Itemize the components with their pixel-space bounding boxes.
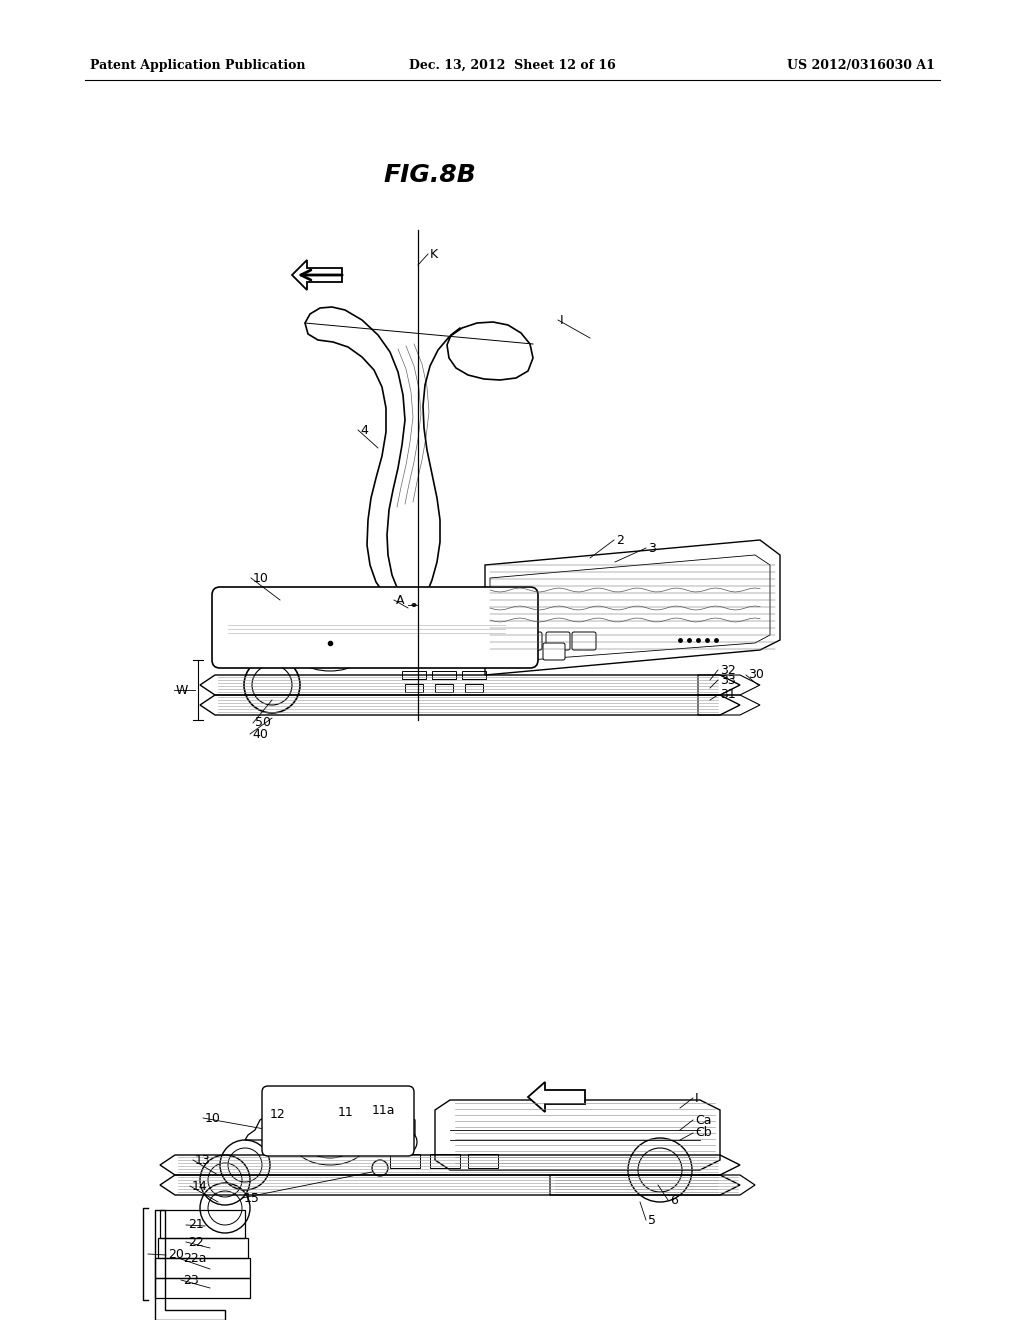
Bar	[468, 1154, 498, 1168]
Bar	[435, 684, 453, 692]
Text: 5: 5	[648, 1213, 656, 1226]
Text: I: I	[695, 1092, 698, 1105]
Text: A: A	[396, 594, 404, 606]
Bar	[160, 1210, 245, 1238]
FancyBboxPatch shape	[262, 1086, 414, 1156]
Text: I: I	[560, 314, 563, 326]
Bar	[465, 684, 483, 692]
Text: 6: 6	[670, 1193, 678, 1206]
Text: 31: 31	[720, 689, 736, 701]
Bar	[155, 1278, 250, 1298]
Text: W: W	[176, 684, 188, 697]
Text: 4: 4	[360, 424, 368, 437]
Text: 12: 12	[270, 1109, 286, 1122]
Text: Dec. 13, 2012  Sheet 12 of 16: Dec. 13, 2012 Sheet 12 of 16	[409, 58, 615, 71]
FancyBboxPatch shape	[572, 632, 596, 649]
Text: 11a: 11a	[372, 1105, 395, 1118]
Text: 15: 15	[244, 1192, 260, 1204]
Text: 33: 33	[720, 673, 736, 686]
Text: 14: 14	[193, 1180, 208, 1192]
Text: Cb: Cb	[695, 1126, 712, 1139]
Text: 3: 3	[648, 541, 656, 554]
Text: 10: 10	[253, 572, 269, 585]
Text: 50: 50	[255, 717, 271, 730]
Text: 21: 21	[188, 1218, 204, 1232]
Text: Patent Application Publication: Patent Application Publication	[90, 58, 305, 71]
Polygon shape	[528, 1082, 585, 1111]
Text: 10: 10	[205, 1111, 221, 1125]
FancyBboxPatch shape	[518, 632, 542, 649]
Bar	[462, 671, 486, 678]
Bar	[406, 684, 423, 692]
Text: FIG.8B: FIG.8B	[384, 162, 476, 187]
Bar	[402, 671, 426, 678]
FancyBboxPatch shape	[543, 643, 565, 660]
Bar	[430, 1154, 460, 1168]
Text: Ca: Ca	[695, 1114, 712, 1126]
Text: 11: 11	[338, 1106, 353, 1119]
Text: 22: 22	[188, 1236, 204, 1249]
Text: 40: 40	[252, 727, 268, 741]
Bar	[158, 1238, 248, 1258]
Text: 23: 23	[183, 1274, 199, 1287]
Bar	[390, 1154, 420, 1168]
Bar	[155, 1258, 250, 1278]
Text: 13: 13	[195, 1154, 211, 1167]
Text: US 2012/0316030 A1: US 2012/0316030 A1	[787, 58, 935, 71]
Text: 32: 32	[720, 664, 736, 676]
Bar	[432, 671, 456, 678]
FancyBboxPatch shape	[546, 632, 570, 649]
FancyBboxPatch shape	[212, 587, 538, 668]
Text: 20: 20	[168, 1249, 184, 1262]
Text: K: K	[430, 248, 438, 260]
Text: 30: 30	[748, 668, 764, 681]
Text: 2: 2	[616, 533, 624, 546]
Text: 22a: 22a	[183, 1253, 207, 1266]
Polygon shape	[292, 260, 342, 290]
